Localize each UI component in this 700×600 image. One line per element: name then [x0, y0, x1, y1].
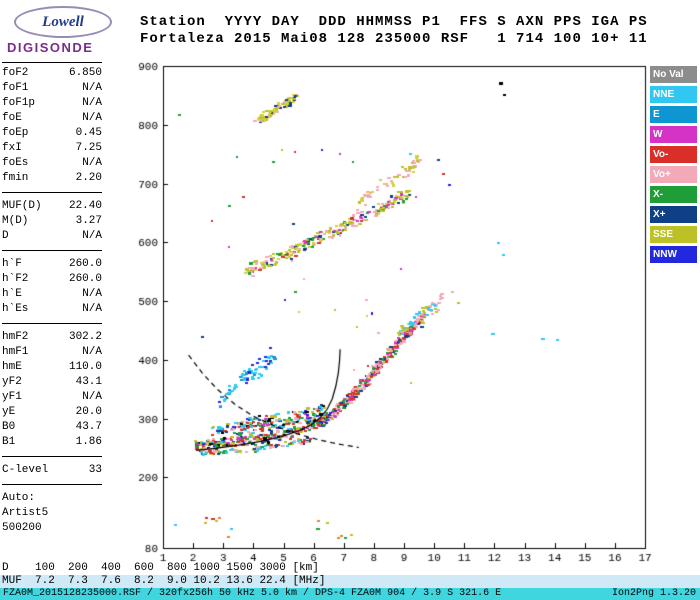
legend-item-nne: NNE — [650, 86, 697, 103]
legend-item-sse: SSE — [650, 226, 697, 243]
legend-item-w: W — [650, 126, 697, 143]
distance-row: D 100 200 400 600 800 1000 1500 3000 [km… — [2, 562, 319, 574]
legend-item-vo: Vo+ — [650, 166, 697, 183]
legend-item-vo: Vo- — [650, 146, 697, 163]
legend-item-no-val: No Val — [650, 66, 697, 83]
echo-color-legend: No Val NNE E W Vo- Vo+ X- X+ SSE NNW — [650, 66, 697, 266]
legend-item-e: E — [650, 106, 697, 123]
status-bar: FZA0M_2015128235000.RSF / 320fx256h 50 k… — [0, 588, 700, 600]
legend-item-x: X+ — [650, 206, 697, 223]
legend-item-nnw: NNW — [650, 246, 697, 263]
status-version: Ion2Png 1.3.20 — [611, 588, 696, 599]
status-file-info: FZA0M_2015128235000.RSF / 320fx256h 50 k… — [3, 588, 502, 599]
legend-item-x: X- — [650, 186, 697, 203]
muf-row: MUF 7.2 7.3 7.6 8.2 9.0 10.2 13.6 22.4 [… — [0, 575, 700, 588]
